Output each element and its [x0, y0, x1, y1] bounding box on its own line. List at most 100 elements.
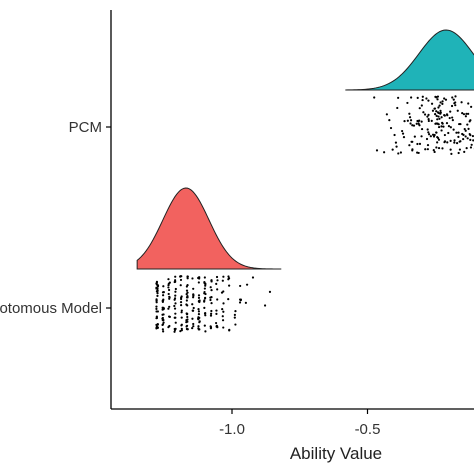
data-point: [402, 135, 406, 139]
data-point: [412, 124, 416, 127]
data-point: [174, 302, 177, 305]
data-point: [449, 126, 452, 129]
data-point: [450, 152, 453, 155]
data-point: [458, 122, 461, 126]
data-point: [180, 311, 183, 314]
data-point: [185, 299, 188, 302]
data-point: [210, 289, 213, 292]
data-point: [239, 284, 242, 288]
data-point: [449, 148, 452, 151]
data-point: [388, 119, 391, 122]
data-point: [455, 131, 458, 134]
data-point: [227, 298, 230, 301]
data-point: [469, 138, 472, 141]
data-point: [191, 303, 194, 306]
data-point: [197, 308, 200, 311]
data-point: [186, 320, 189, 323]
data-point: [466, 123, 469, 126]
data-point: [221, 279, 224, 282]
data-point: [186, 328, 189, 331]
data-point: [174, 321, 177, 324]
data-point: [456, 109, 459, 112]
data-point: [452, 98, 455, 101]
data-point: [167, 283, 170, 287]
data-point: [460, 101, 463, 104]
data-point: [214, 321, 218, 325]
data-point: [234, 309, 237, 313]
data-point: [436, 95, 440, 98]
data-point: [185, 296, 189, 299]
data-point: [413, 135, 416, 138]
data-point: [436, 98, 439, 101]
data-point: [227, 275, 230, 278]
data-point: [244, 301, 247, 304]
data-point: [464, 135, 467, 138]
data-point: [416, 96, 419, 99]
data-point: [425, 97, 428, 100]
data-point: [197, 296, 201, 299]
data-point: [464, 129, 467, 132]
x-tick-label: -1.0: [219, 421, 245, 438]
data-point: [173, 316, 176, 319]
data-point: [462, 113, 466, 116]
data-point: [203, 299, 206, 302]
x-tick-label: -0.5: [355, 421, 381, 438]
data-point: [434, 122, 437, 125]
data-point: [447, 125, 451, 128]
data-point: [429, 135, 432, 138]
data-point: [203, 324, 206, 327]
data-point: [197, 313, 201, 316]
data-point: [234, 323, 237, 326]
data-point: [441, 147, 444, 150]
data-point: [436, 122, 439, 125]
data-point: [180, 304, 183, 307]
data-point: [268, 290, 272, 293]
data-point: [210, 296, 213, 299]
data-point: [406, 119, 409, 122]
data-point: [198, 277, 201, 280]
data-point: [155, 281, 158, 285]
data-point: [425, 137, 429, 141]
data-point: [452, 128, 455, 131]
data-point: [401, 132, 405, 135]
data-point: [198, 328, 201, 331]
data-point: [430, 119, 433, 122]
data-point: [437, 106, 440, 109]
data-point: [453, 102, 456, 105]
data-point: [451, 96, 454, 99]
data-point: [408, 144, 411, 147]
data-point: [173, 280, 176, 284]
data-point: [180, 329, 183, 332]
data-point: [463, 127, 466, 131]
data-point: [191, 277, 194, 280]
data-point: [458, 148, 461, 151]
data-point: [467, 102, 470, 105]
data-point: [197, 294, 201, 297]
data-point: [156, 289, 159, 292]
data-point: [167, 307, 170, 310]
data-point: [408, 112, 411, 115]
data-point: [204, 314, 207, 317]
data-point: [464, 115, 467, 118]
data-point: [155, 299, 158, 302]
data-point: [161, 300, 164, 304]
data-point: [191, 327, 194, 330]
data-point: [389, 126, 393, 130]
data-point: [155, 307, 158, 310]
data-point: [411, 149, 414, 152]
data-point: [420, 104, 423, 107]
density-cloud-pcm: [345, 29, 474, 91]
data-point: [168, 324, 171, 328]
data-point: [435, 114, 438, 117]
data-point: [467, 112, 470, 115]
data-point: [394, 141, 398, 144]
data-point: [447, 131, 450, 135]
data-point: [174, 287, 177, 291]
data-point: [233, 313, 236, 316]
data-point: [203, 312, 207, 315]
data-point: [185, 319, 188, 322]
data-point: [446, 141, 449, 144]
data-point: [215, 275, 219, 279]
x-axis-ticks: -1.0 -0.5: [219, 409, 380, 438]
data-point: [421, 95, 424, 98]
